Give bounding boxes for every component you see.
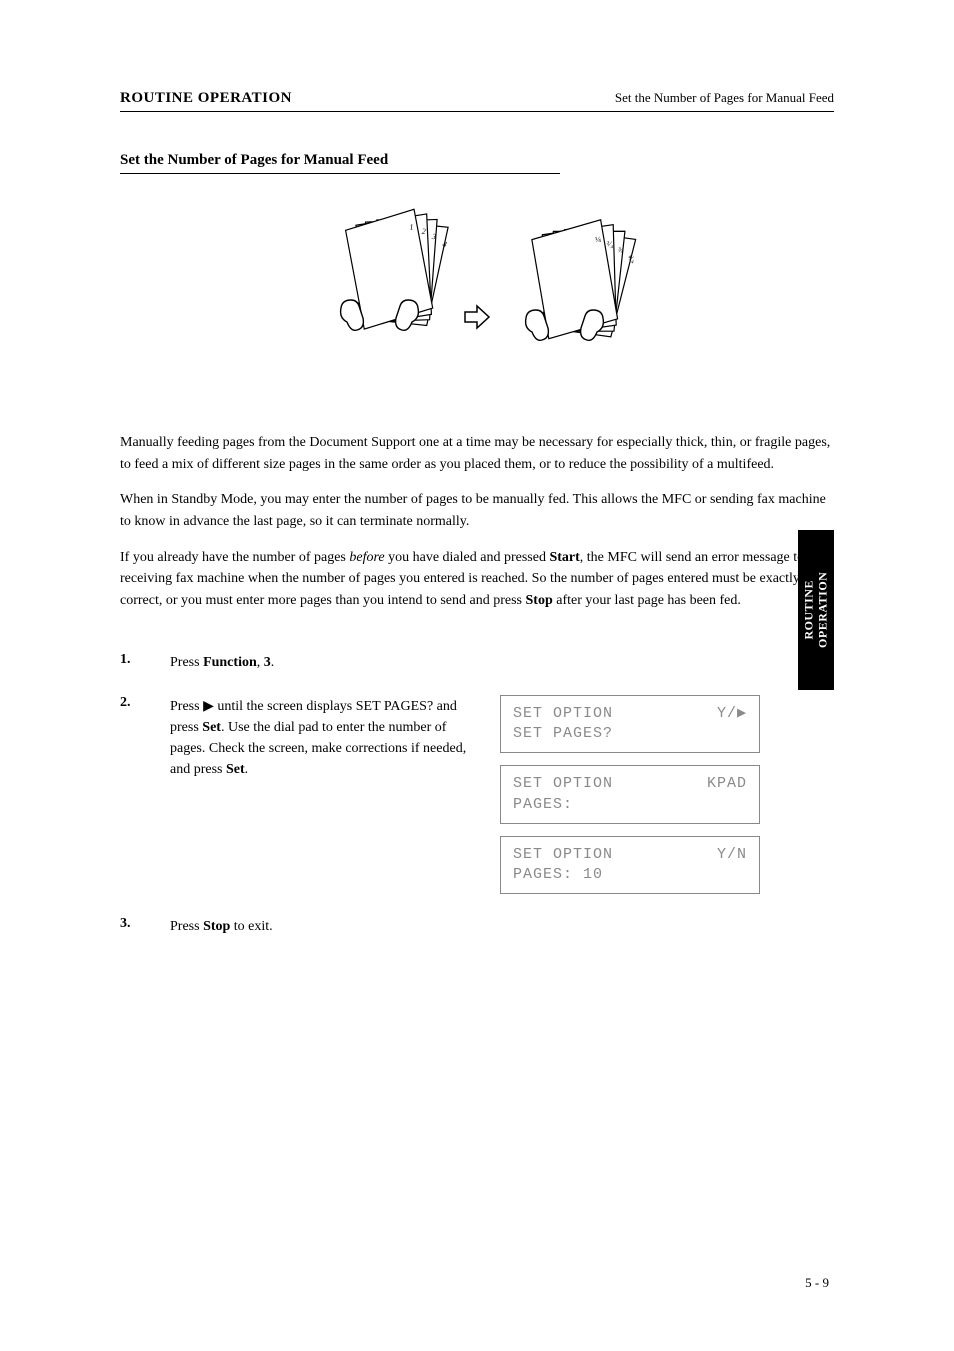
step-text: Press Stop to exit. — [170, 916, 480, 937]
right-arrow-icon: ▶ — [203, 697, 214, 713]
step-text: Press Function, 3. — [170, 652, 480, 673]
step-row: 2. Press ▶ until the screen displays SET… — [120, 695, 834, 895]
sheet-fraction: ²⁄₄ — [607, 239, 614, 248]
lcd-display: SET OPTION Y/▶ SET PAGES? — [500, 695, 760, 754]
header-left: ROUTINE OPERATION — [120, 90, 292, 107]
lcd-line: Y/▶ — [717, 704, 747, 724]
lcd-line: SET OPTION — [513, 845, 613, 865]
step-row: 1. Press Function, 3. — [120, 652, 834, 673]
paper-fanning-illustration: 4 3 2 1 — [297, 202, 657, 402]
lcd-line: PAGES: 10 — [513, 865, 747, 885]
steps-list: 1. Press Function, 3. 2. Press ▶ until t… — [120, 652, 834, 938]
side-tab-label: ROUTINE OPERATION — [802, 572, 830, 648]
step-number: 3. — [120, 916, 150, 932]
paragraph: If you already have the number of pages … — [120, 547, 834, 612]
sheet-fraction: ¼ — [595, 235, 602, 244]
lcd-column: SET OPTION Y/▶ SET PAGES? SET OPTION KPA… — [500, 695, 760, 895]
lcd-line: KPAD — [707, 774, 747, 794]
header-right: Set the Number of Pages for Manual Feed — [615, 90, 834, 106]
lcd-line: PAGES: — [513, 795, 747, 815]
chapter-side-tab: ROUTINE OPERATION — [798, 530, 834, 690]
step-number: 2. — [120, 695, 150, 711]
lcd-line: SET OPTION — [513, 704, 613, 724]
step-number: 1. — [120, 652, 150, 668]
lcd-line: SET OPTION — [513, 774, 613, 794]
page-header: ROUTINE OPERATION Set the Number of Page… — [120, 90, 834, 112]
paragraph: Manually feeding pages from the Document… — [120, 432, 834, 475]
page-number: 5 - 9 — [805, 1275, 829, 1291]
figure-paper-fanning: 4 3 2 1 — [120, 202, 834, 402]
body-text: Manually feeding pages from the Document… — [120, 432, 834, 612]
lcd-line: SET PAGES? — [513, 724, 747, 744]
paragraph: When in Standby Mode, you may enter the … — [120, 489, 834, 532]
lcd-display: SET OPTION KPAD PAGES: — [500, 765, 760, 824]
step-text: Press ▶ until the screen displays SET PA… — [170, 695, 480, 780]
document-page: ROUTINE OPERATION Set the Number of Page… — [0, 0, 954, 1351]
sheet-number: 1 — [409, 222, 414, 231]
lcd-line: Y/N — [717, 845, 747, 865]
arrow-icon — [465, 306, 489, 328]
section-divider: Set the Number of Pages for Manual Feed — [120, 152, 560, 174]
step-row: 3. Press Stop to exit. — [120, 916, 834, 937]
section-title: Set the Number of Pages for Manual Feed — [120, 152, 560, 169]
sheet-number: 2 — [422, 227, 426, 236]
lcd-display: SET OPTION Y/N PAGES: 10 — [500, 836, 760, 895]
